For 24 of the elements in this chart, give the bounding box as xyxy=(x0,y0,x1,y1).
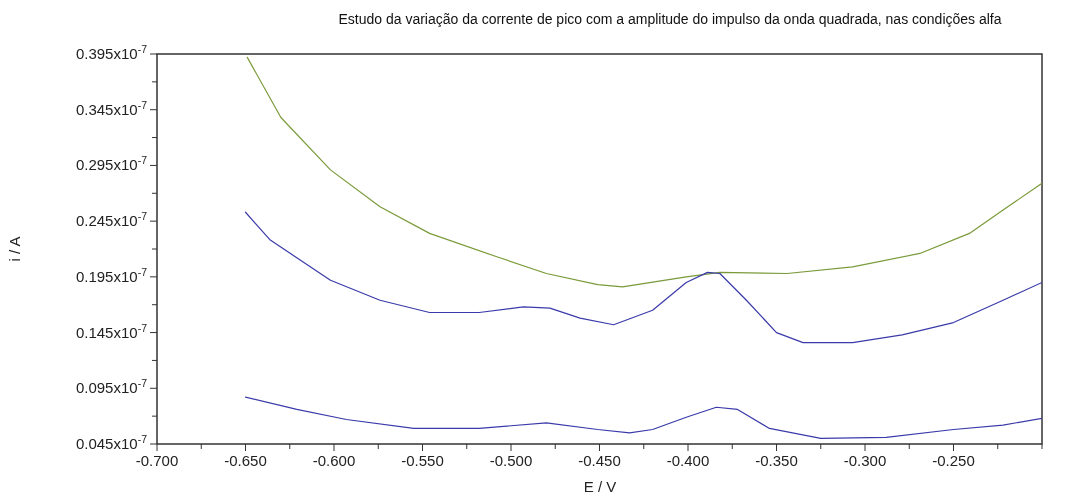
x-tick-label: -0.700 xyxy=(135,452,179,469)
y-tick-label: 0.045x10$^{-7}$ xyxy=(75,433,148,452)
x-tick-label: -0.400 xyxy=(666,452,710,469)
chart-title: Estudo da variação da corrente de pico com a amplitude do impulso da onda quadrada, nas condições alfa xyxy=(338,11,1002,27)
y-tick-label: 0.095x10$^{-7}$ xyxy=(75,377,148,397)
x-tick-label: -0.300 xyxy=(843,452,887,469)
line-series xyxy=(244,211,1042,344)
line-series xyxy=(246,56,1042,288)
x-tick-label: -0.600 xyxy=(312,452,356,469)
x-tick-label: -0.650 xyxy=(224,452,267,469)
y-tick-label: 0.245x10$^{-7}$ xyxy=(75,210,148,230)
x-tick-label: -0.350 xyxy=(755,452,798,469)
line-series xyxy=(244,396,1042,440)
x-tick-label: -0.250 xyxy=(932,452,975,469)
x-tick-label: -0.450 xyxy=(578,452,621,469)
y-tick-label: 0.345x10$^{-7}$ xyxy=(75,98,148,118)
y-tick-label: 0.145x10$^{-7}$ xyxy=(75,321,148,341)
y-axis-title: i / A xyxy=(6,236,23,262)
y-tick-label: 0.395x10$^{-7}$ xyxy=(75,43,148,62)
x-axis-title: E / V xyxy=(583,478,617,495)
y-tick-label: 0.195x10$^{-7}$ xyxy=(75,265,148,285)
x-tick-label: -0.500 xyxy=(489,452,533,469)
y-tick-label: 0.295x10$^{-7}$ xyxy=(75,154,148,174)
x-tick-label: -0.550 xyxy=(401,452,444,469)
